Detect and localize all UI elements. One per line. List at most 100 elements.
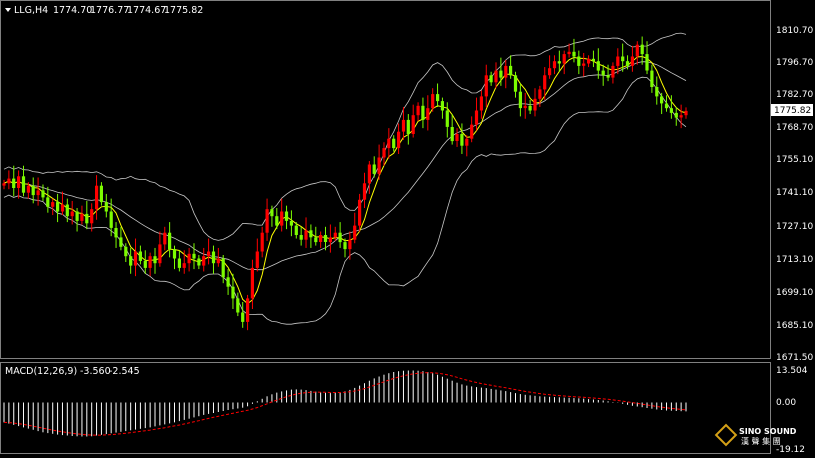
candle-body xyxy=(465,138,469,146)
candle-body xyxy=(625,61,630,66)
candle-body xyxy=(104,202,108,212)
candle-body xyxy=(577,56,581,66)
candle-body xyxy=(655,87,659,97)
candle-body xyxy=(211,251,216,264)
candle-body xyxy=(163,232,167,245)
candle-body xyxy=(177,258,181,268)
candle-body xyxy=(669,108,673,113)
candle-body xyxy=(382,148,386,158)
candle-body xyxy=(114,228,118,238)
candle-body xyxy=(348,239,352,250)
candle-body xyxy=(124,246,128,257)
candle-body xyxy=(367,164,371,184)
candle-body xyxy=(90,209,94,224)
candle-body xyxy=(494,70,498,83)
price-tick: 1782.70 xyxy=(776,90,813,100)
candle-body xyxy=(450,127,454,142)
candle-body xyxy=(192,253,196,259)
candle-body xyxy=(455,134,459,141)
current-price-label: 1775.82 xyxy=(774,106,811,116)
bollinger-middle xyxy=(3,61,687,271)
candle-body xyxy=(470,124,474,139)
candle-body xyxy=(562,54,566,64)
logo-diamond-icon xyxy=(714,423,738,447)
candle-body xyxy=(289,220,293,226)
sino-sound-logo: SINO SOUND 漢 聲 集 團 xyxy=(714,423,797,447)
candle-body xyxy=(484,75,488,97)
low-value: 1774.67 xyxy=(127,5,166,16)
candle-body xyxy=(611,65,615,78)
candle-body xyxy=(314,237,318,243)
candle-body xyxy=(650,70,654,87)
candle-body xyxy=(216,258,220,264)
candle-body xyxy=(401,119,406,132)
candle-body xyxy=(31,185,35,196)
open-value: 1774.70 xyxy=(53,5,92,16)
candle-body xyxy=(17,176,21,188)
candle-body xyxy=(304,230,308,240)
candle-body xyxy=(343,242,347,250)
symbol-label: LLG,H4 xyxy=(14,5,48,16)
price-tick: 1810.70 xyxy=(776,26,813,36)
candle-body xyxy=(596,61,600,71)
candle-body xyxy=(416,105,420,116)
candle-body xyxy=(572,51,576,57)
candle-body xyxy=(99,185,103,203)
logo-text-cn: 漢 聲 集 團 xyxy=(741,436,781,446)
candle-body xyxy=(294,225,298,235)
candle-body xyxy=(80,213,84,221)
candle-body xyxy=(309,230,313,238)
candle-body xyxy=(270,209,274,217)
signal-line xyxy=(3,372,687,436)
candle-body xyxy=(523,105,527,109)
macd-tick: 13.504 xyxy=(776,366,808,376)
candle-body xyxy=(265,209,269,233)
candle-body xyxy=(56,202,60,212)
candle-body xyxy=(377,157,381,174)
candle-body xyxy=(582,63,586,66)
candle-body xyxy=(109,211,113,228)
candle-body xyxy=(436,94,440,102)
candle-body xyxy=(528,105,532,111)
candle-body xyxy=(601,70,605,76)
candle-body xyxy=(172,249,177,259)
candle-body xyxy=(231,286,235,299)
candle-body xyxy=(640,44,644,55)
price-axis: 1810.70 1796.70 1782.70 1768.70 1755.10 … xyxy=(776,26,813,363)
candle-body xyxy=(504,65,508,78)
price-tick: 1796.70 xyxy=(776,58,813,68)
candle-body xyxy=(119,237,123,247)
candle-body xyxy=(246,298,250,322)
price-tick: 1768.70 xyxy=(776,123,813,133)
candle-body xyxy=(202,256,206,266)
candle-body xyxy=(323,235,328,242)
candle-body xyxy=(387,138,391,149)
moving-average xyxy=(3,55,687,305)
candle-body xyxy=(275,216,279,226)
candle-body xyxy=(552,61,557,69)
candle-body xyxy=(431,94,435,109)
candle-body xyxy=(95,185,99,210)
ma-line xyxy=(3,55,687,305)
candle-body xyxy=(421,105,425,120)
candle-body xyxy=(630,56,634,66)
candle-body xyxy=(153,256,157,264)
candle-body xyxy=(489,75,493,83)
candle-body xyxy=(397,131,401,149)
candle-body xyxy=(12,178,16,188)
macd-signal-value: -2.545 xyxy=(109,366,140,377)
dropdown-triangle-icon[interactable] xyxy=(5,8,11,12)
candle-body xyxy=(587,58,591,64)
candle-body xyxy=(591,58,595,62)
candle-body xyxy=(674,112,678,118)
candle-body xyxy=(538,89,542,99)
close-value: 1775.82 xyxy=(164,5,203,16)
candle-body xyxy=(250,267,254,299)
candle-body xyxy=(21,176,26,193)
macd-tick: 0.00 xyxy=(776,398,796,408)
candles[interactable] xyxy=(2,36,688,331)
current-price-box xyxy=(771,104,813,116)
price-tick: 1713.10 xyxy=(776,255,813,265)
